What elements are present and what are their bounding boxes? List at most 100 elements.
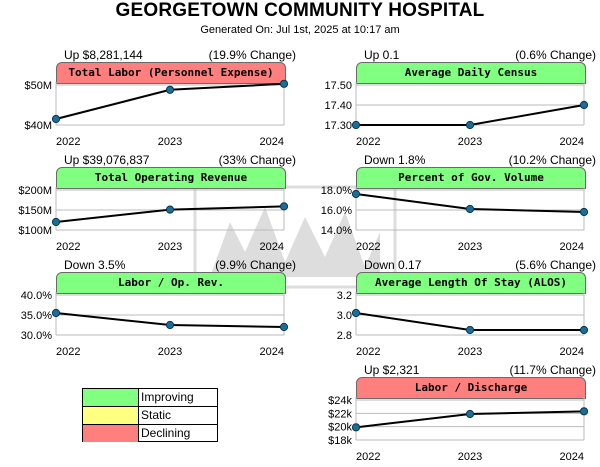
y-tick-label: $20k — [328, 422, 352, 434]
legend-swatch-declining — [83, 425, 139, 442]
x-tick-label: 2023 — [158, 346, 182, 358]
change-percent: (11.7% Change) — [509, 363, 597, 377]
data-point — [279, 79, 289, 88]
metric-title: Average Daily Census — [356, 62, 586, 84]
metric-title: Labor / Op. Rev. — [56, 272, 286, 294]
x-tick-label: 2022 — [56, 346, 80, 358]
panel-labor-op-rev: Down 3.5% (9.9% Change) Labor / Op. Rev.… — [21, 258, 296, 362]
data-point — [351, 423, 361, 432]
change-amount: Down 1.8% — [364, 153, 426, 167]
y-tick-label: $50M — [24, 80, 52, 92]
line-chart-labor-op-rev: 30.0% 35.0% 40.0% 2022 2023 2024 — [21, 290, 289, 358]
change-amount: Down 3.5% — [64, 258, 126, 272]
page-subtitle: Generated On: Jul 1st, 2025 at 10:17 am — [200, 24, 400, 36]
data-point — [165, 205, 175, 214]
data-point — [165, 320, 175, 330]
data-point — [465, 204, 475, 214]
y-tick-label: $24k — [328, 395, 352, 407]
x-tick-label: 2023 — [158, 136, 182, 148]
metric-title: Labor / Discharge — [356, 377, 586, 399]
metric-title: Total Operating Revenue — [56, 167, 286, 189]
data-point — [579, 207, 589, 217]
data-point — [579, 325, 589, 335]
data-point — [465, 409, 475, 419]
x-tick-label: 2024 — [560, 241, 584, 253]
data-point — [51, 308, 61, 318]
legend-label: Static — [141, 408, 172, 422]
x-tick-label: 2022 — [356, 451, 380, 463]
y-tick-label: $22k — [328, 408, 352, 420]
panel-labor-per-discharge: Up $2,321 (11.7% Change) Labor / Dischar… — [328, 363, 597, 467]
data-point — [51, 114, 61, 124]
x-tick-label: 2022 — [356, 346, 380, 358]
x-tick-label: 2024 — [260, 241, 284, 253]
change-percent: (19.9% Change) — [208, 48, 296, 62]
data-point — [279, 322, 289, 332]
change-percent: (5.6% Change) — [515, 258, 596, 272]
x-tick-label: 2022 — [356, 241, 380, 253]
data-point — [351, 120, 361, 130]
metric-title: Percent of Gov. Volume — [356, 167, 586, 189]
y-tick-label: 17.40 — [324, 100, 352, 112]
panel-average-length-of-stay: Down 0.17 (5.6% Change) Average Length O… — [337, 258, 596, 362]
panel-average-daily-census: Up 0.1 (0.6% Change) Average Daily Censu… — [324, 48, 596, 152]
y-tick-label: 14.0% — [321, 225, 352, 237]
x-tick-label: 2022 — [356, 136, 380, 148]
data-point — [351, 189, 361, 199]
change-amount: Up 0.1 — [364, 48, 400, 62]
line-chart-average-daily-census: 17.30 17.40 17.50 2022 2023 2024 — [324, 80, 589, 148]
x-tick-label: 2023 — [158, 241, 182, 253]
legend-swatch-static — [83, 407, 139, 424]
y-tick-label: 3.0 — [337, 310, 352, 322]
y-tick-label: $200M — [18, 185, 52, 197]
data-point — [351, 308, 361, 318]
x-tick-label: 2022 — [56, 241, 80, 253]
change-amount: Down 0.17 — [364, 258, 422, 272]
y-tick-label: 17.50 — [324, 80, 352, 92]
y-tick-label: 40.0% — [21, 290, 52, 302]
x-tick-label: 2024 — [560, 451, 584, 463]
page-title: GEORGETOWN COMMUNITY HOSPITAL — [115, 0, 485, 21]
change-percent: (10.2% Change) — [508, 153, 596, 167]
y-tick-label: $150M — [18, 205, 52, 217]
legend-item-static: Static — [83, 406, 217, 424]
line-chart-labor-per-discharge: $18k$20k $22k$24k 2022 2023 2024 — [328, 395, 589, 463]
data-point — [579, 100, 589, 110]
y-tick-label: 35.0% — [21, 310, 52, 322]
change-percent: (9.9% Change) — [215, 258, 296, 272]
line-chart-average-length-of-stay: 2.8 3.0 3.2 2022 2023 2024 — [337, 290, 589, 358]
y-tick-label: $100M — [18, 225, 52, 237]
legend-item-improving: Improving — [83, 389, 217, 406]
watermark-emblem-icon — [193, 185, 397, 289]
y-tick-label: 16.0% — [321, 205, 352, 217]
legend-label: Declining — [141, 426, 191, 440]
x-tick-label: 2024 — [560, 136, 584, 148]
y-tick-label: $18k — [328, 435, 352, 447]
panel-total-labor: Up $8,281,144 (19.9% Change) Total Labor… — [24, 48, 296, 152]
x-tick-label: 2023 — [458, 451, 482, 463]
change-amount: Up $2,321 — [364, 363, 420, 377]
legend-label: Improving — [141, 390, 194, 404]
x-tick-label: 2022 — [56, 136, 80, 148]
metric-title: Average Length Of Stay (ALOS) — [356, 272, 586, 294]
y-tick-label: 18.0% — [321, 185, 352, 197]
data-point — [51, 217, 61, 227]
y-tick-label: 2.8 — [337, 330, 352, 342]
x-tick-label: 2023 — [458, 136, 482, 148]
metric-title: Total Labor (Personnel Expense) — [56, 62, 286, 84]
y-tick-label: 17.30 — [324, 120, 352, 132]
legend-item-declining: Declining — [83, 424, 217, 442]
status-legend: Improving Static Declining — [82, 388, 218, 442]
y-tick-label: 3.2 — [337, 290, 352, 302]
line-chart-total-operating-revenue: $100M $150M $200M 2022 2023 2024 — [18, 185, 289, 253]
x-tick-label: 2024 — [260, 136, 284, 148]
change-percent: (33% Change) — [218, 153, 296, 167]
legend-swatch-improving — [83, 389, 139, 406]
line-chart-total-labor: $40M $50M 2022 2023 2024 — [24, 79, 289, 148]
x-tick-label: 2024 — [260, 346, 284, 358]
x-tick-label: 2023 — [458, 241, 482, 253]
change-amount: Up $8,281,144 — [64, 48, 143, 62]
panel-total-operating-revenue: Up $39,076,837 (33% Change) Total Operat… — [18, 153, 296, 257]
change-amount: Up $39,076,837 — [64, 153, 150, 167]
x-tick-label: 2024 — [560, 346, 584, 358]
